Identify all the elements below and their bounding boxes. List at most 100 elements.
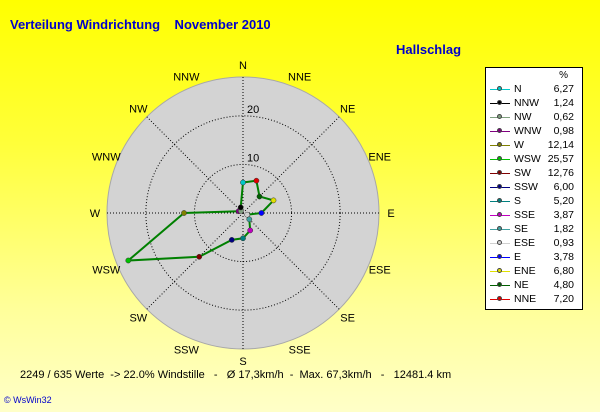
legend-marker bbox=[490, 83, 510, 97]
direction-label-SW: SW bbox=[129, 313, 147, 325]
legend-value: 12,14 bbox=[547, 139, 574, 151]
legend-marker bbox=[490, 111, 510, 125]
legend-marker bbox=[490, 265, 510, 279]
direction-label-E: E bbox=[387, 208, 394, 220]
data-point-NNE bbox=[253, 177, 260, 184]
legend-marker bbox=[490, 293, 510, 307]
data-point-N bbox=[240, 179, 246, 186]
legend-item: S 5,20 bbox=[486, 195, 582, 209]
legend-item: SW 12,76 bbox=[486, 167, 582, 181]
legend-direction: SW bbox=[514, 167, 531, 179]
legend-value: 1,82 bbox=[553, 223, 574, 235]
data-point-S bbox=[240, 235, 246, 242]
direction-label-SSW: SSW bbox=[174, 345, 200, 357]
legend-direction: E bbox=[514, 251, 522, 263]
ring-20 bbox=[145, 115, 341, 311]
legend-item: E 3,78 bbox=[486, 251, 582, 265]
direction-label-NNE: NNE bbox=[288, 71, 311, 83]
legend-item: WSW 25,57 bbox=[486, 153, 582, 167]
data-point-E bbox=[258, 210, 265, 216]
legend-item: W 12,14 bbox=[486, 139, 582, 153]
legend-direction: NE bbox=[514, 279, 529, 291]
direction-label-ESE: ESE bbox=[369, 265, 391, 277]
legend-value: 0,62 bbox=[553, 111, 574, 123]
data-point-NE bbox=[256, 193, 263, 200]
legend-item: ESE 0,93 bbox=[486, 237, 582, 251]
legend-item: NNW 1,24 bbox=[486, 97, 582, 111]
data-point-W bbox=[181, 210, 187, 216]
legend-marker bbox=[490, 279, 510, 293]
legend-value: 3,87 bbox=[553, 209, 574, 221]
direction-label-SE: SE bbox=[340, 313, 355, 325]
data-point-ENE bbox=[270, 197, 277, 204]
direction-label-WNW: WNW bbox=[92, 151, 121, 163]
direction-label-ENE: ENE bbox=[368, 151, 391, 163]
station-name: Hallschlag bbox=[396, 42, 462, 57]
legend-direction: N bbox=[514, 83, 522, 95]
legend-marker bbox=[490, 251, 510, 265]
ring-label-10: 10 bbox=[247, 152, 259, 164]
legend-direction: SSW bbox=[514, 181, 538, 193]
ring-label-20: 20 bbox=[247, 104, 259, 116]
legend-value: 6,00 bbox=[553, 181, 574, 193]
direction-label-N: N bbox=[239, 60, 247, 72]
legend-marker bbox=[490, 139, 510, 153]
direction-label-W: W bbox=[90, 208, 101, 220]
legend-value: 3,78 bbox=[553, 251, 574, 263]
data-point-SSE bbox=[247, 227, 254, 234]
legend-item: SE 1,82 bbox=[486, 223, 582, 237]
legend-direction: SE bbox=[514, 223, 529, 235]
legend-marker bbox=[490, 97, 510, 111]
legend-direction: ESE bbox=[514, 237, 536, 249]
legend-item: ENE 6,80 bbox=[486, 265, 582, 279]
legend-value: 12,76 bbox=[547, 167, 574, 179]
legend-direction: SSE bbox=[514, 209, 536, 221]
legend-value: 25,57 bbox=[547, 153, 574, 165]
legend-item: NE 4,80 bbox=[486, 279, 582, 293]
credit-label: © WsWin32 bbox=[4, 395, 52, 405]
direction-label-WSW: WSW bbox=[92, 265, 121, 277]
legend-direction: W bbox=[514, 139, 524, 151]
legend-item: NNE 7,20 bbox=[486, 293, 582, 307]
legend-direction: NNE bbox=[514, 293, 537, 305]
legend-marker bbox=[490, 209, 510, 223]
legend-direction: WNW bbox=[514, 125, 542, 137]
legend-marker bbox=[490, 195, 510, 209]
legend-item: SSE 3,87 bbox=[486, 209, 582, 223]
legend-value: 6,80 bbox=[553, 265, 574, 277]
direction-label-NNW: NNW bbox=[173, 71, 200, 83]
stats-footer: 2249 / 635 Werte -> 22.0% Windstille - Ø… bbox=[20, 369, 452, 381]
direction-label-NW: NW bbox=[129, 103, 148, 115]
legend-direction: ENE bbox=[514, 265, 536, 277]
legend-marker bbox=[490, 125, 510, 139]
data-point-SSW bbox=[228, 237, 235, 243]
legend-value: 0,93 bbox=[553, 237, 574, 249]
direction-label-SSE: SSE bbox=[289, 345, 311, 357]
legend: % N 6,27 NNW 1,24 NW 0,62 WNW 0,98 W 12,14 WSW 25,5… bbox=[485, 67, 583, 310]
legend-direction: S bbox=[514, 195, 522, 207]
data-point-ESE bbox=[244, 211, 251, 218]
legend-item: NW 0,62 bbox=[486, 111, 582, 125]
legend-value: 6,27 bbox=[553, 83, 574, 95]
data-point-WSW bbox=[125, 257, 132, 264]
legend-marker bbox=[490, 223, 510, 237]
data-point-NNW bbox=[237, 204, 244, 211]
legend-marker bbox=[490, 153, 510, 167]
data-point-SE bbox=[246, 216, 253, 223]
legend-value: 7,20 bbox=[553, 293, 574, 305]
legend-value: 1,24 bbox=[553, 97, 574, 109]
legend-item: WNW 0,98 bbox=[486, 125, 582, 139]
legend-value: 4,80 bbox=[553, 279, 574, 291]
direction-label-S: S bbox=[239, 356, 246, 368]
legend-marker bbox=[490, 181, 510, 195]
data-point-SW bbox=[196, 253, 203, 260]
legend-item: SSW 6,00 bbox=[486, 181, 582, 195]
direction-label-NE: NE bbox=[340, 103, 355, 115]
legend-direction: NW bbox=[514, 111, 532, 123]
legend-direction: WSW bbox=[514, 153, 541, 165]
legend-unit: % bbox=[559, 70, 568, 81]
legend-direction: NNW bbox=[514, 97, 540, 109]
chart-title: Verteilung Windrichtung November 2010 bbox=[10, 17, 271, 32]
